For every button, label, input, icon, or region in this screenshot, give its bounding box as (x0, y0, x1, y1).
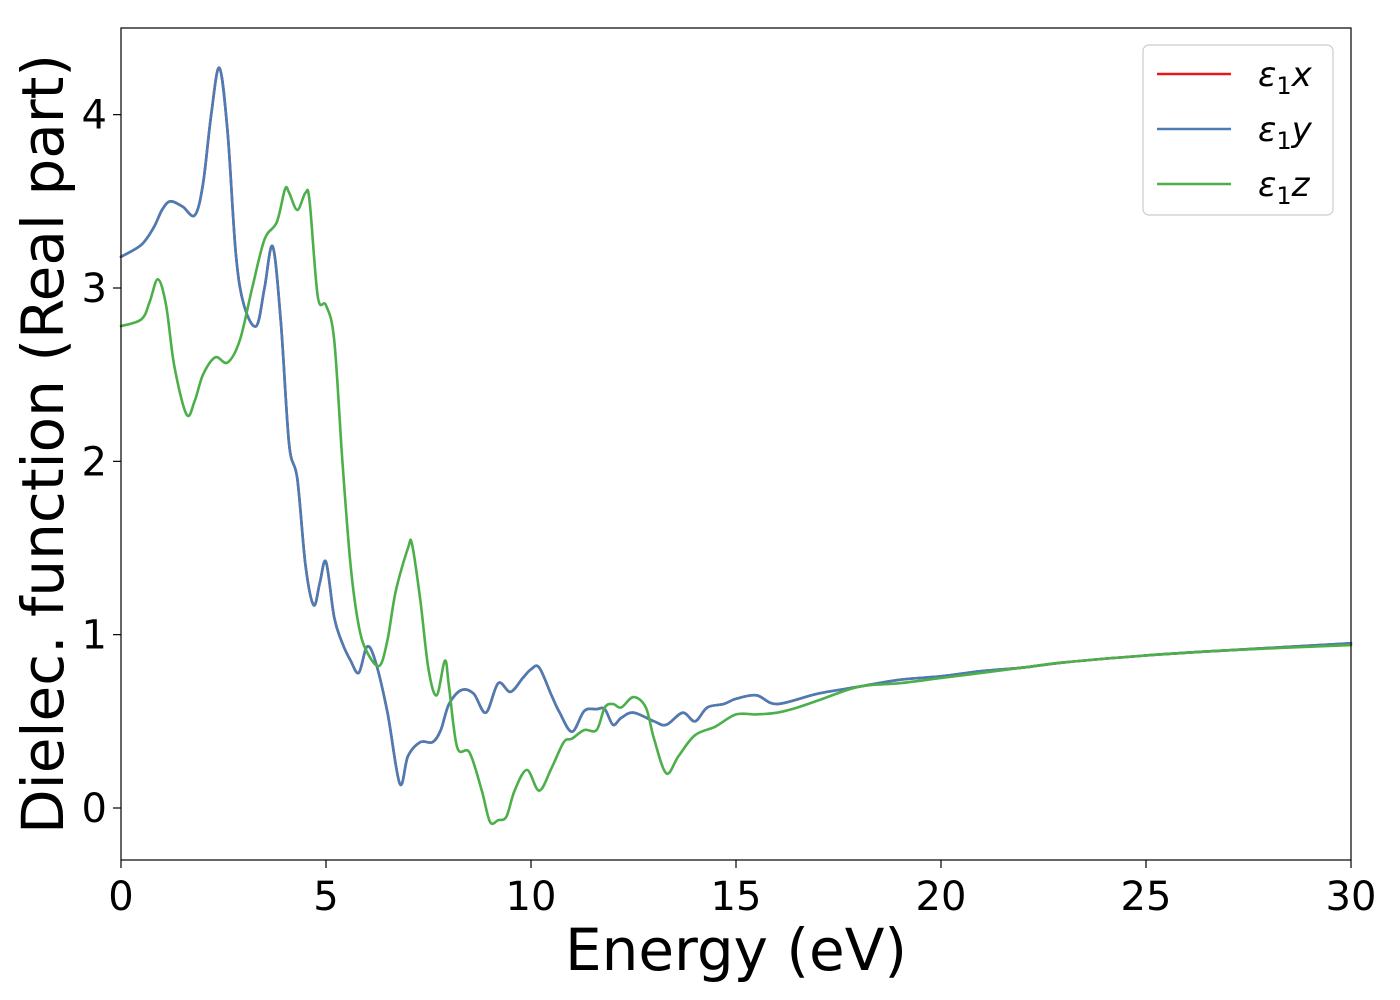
x-tick-label: 10 (506, 874, 557, 920)
y-axis: 0 1 2 3 4 (82, 93, 121, 832)
x-tick-label: 5 (313, 874, 338, 920)
legend-label-z: ε1z (1258, 165, 1311, 210)
y-tick-label: 1 (82, 613, 107, 659)
x-tick-label: 15 (711, 874, 762, 920)
x-tick-label: 20 (916, 874, 967, 920)
x-tick-label: 0 (108, 874, 133, 920)
legend-label-y: ε1y (1258, 110, 1313, 155)
x-axis-title: Energy (eV) (565, 916, 907, 984)
x-axis: 0 5 10 15 20 25 30 (108, 860, 1376, 920)
legend: ε1x ε1y ε1z (1142, 44, 1334, 216)
series-layer (119, 66, 1353, 826)
x-tick-label: 25 (1121, 874, 1172, 920)
legend-box (1142, 44, 1334, 216)
y-tick-label: 2 (82, 439, 107, 485)
y-tick-label: 4 (82, 93, 107, 139)
y-tick-label: 3 (82, 266, 107, 312)
x-tick-label: 30 (1326, 874, 1377, 920)
y-tick-label: 0 (82, 786, 107, 832)
y-axis-title: Dielec. function (Real part) (9, 54, 77, 834)
legend-label-x: ε1x (1258, 55, 1313, 100)
series-line-z (119, 185, 1353, 826)
